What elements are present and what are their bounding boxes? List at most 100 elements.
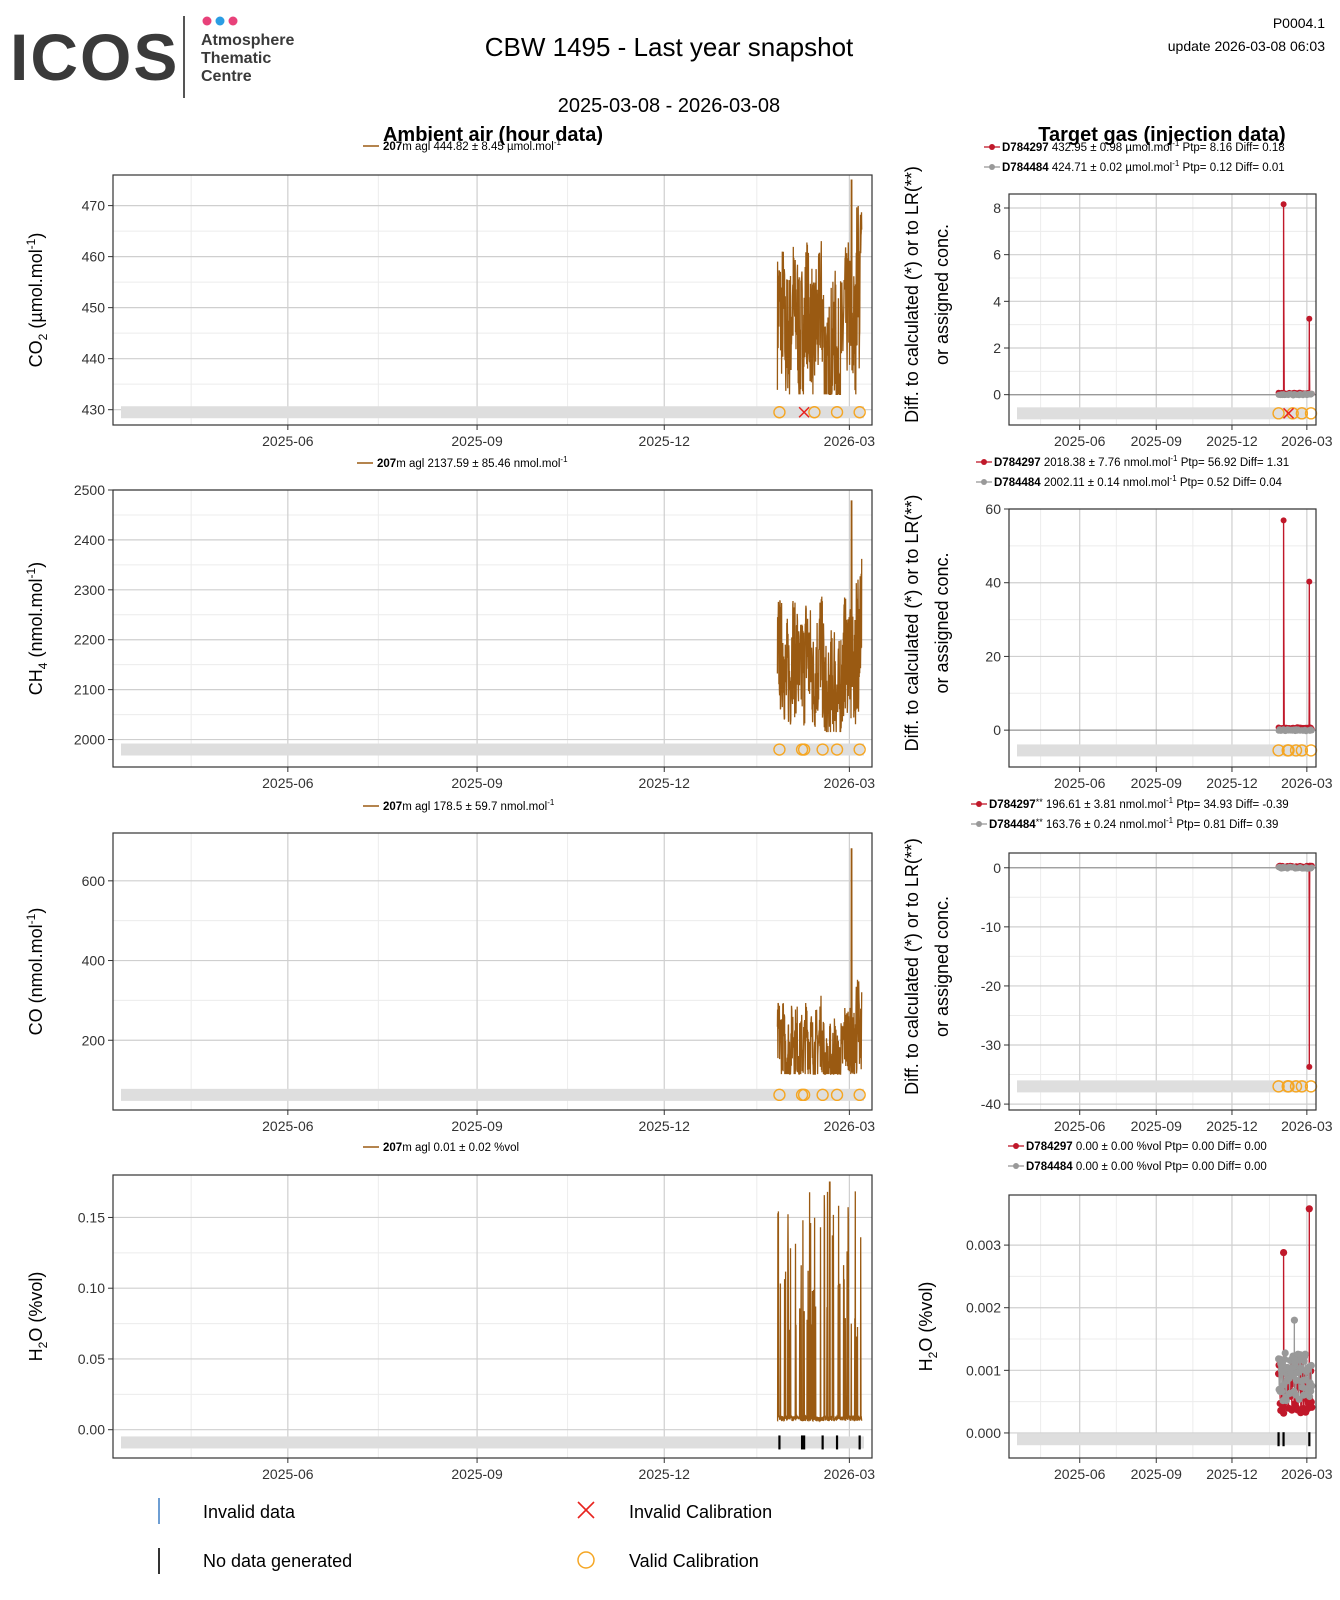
data-point bbox=[1282, 1397, 1290, 1405]
bottom-legend: Invalid data No data generated Invalid C… bbox=[158, 1498, 772, 1574]
left-column-title: Ambient air (hour data) bbox=[383, 124, 603, 146]
y-tick-label: 0 bbox=[993, 860, 1001, 876]
valid-calibration-marker bbox=[797, 1088, 811, 1102]
legend-point-swatch bbox=[989, 164, 995, 170]
quality-band bbox=[1017, 407, 1308, 420]
y-tick-label: 6 bbox=[993, 247, 1001, 263]
data-point bbox=[1297, 1364, 1305, 1372]
valid-calibration-marker bbox=[1272, 407, 1285, 420]
legend-invalid-cal: Invalid Calibration bbox=[629, 1502, 772, 1522]
legend-point-swatch bbox=[976, 821, 982, 827]
report-code: P0004.1 bbox=[1273, 15, 1325, 31]
data-point bbox=[1280, 201, 1287, 208]
y-tick-label: 200 bbox=[82, 1032, 106, 1048]
y-axis-label: Diff. to calculated (*) or to LR(**) bbox=[902, 495, 922, 752]
page-title: CBW 1495 - Last year snapshot bbox=[485, 32, 854, 62]
y-tick-label: -10 bbox=[981, 919, 1001, 935]
data-point bbox=[1305, 1205, 1313, 1213]
y-tick-label: -40 bbox=[981, 1096, 1001, 1112]
target-series-d784484 bbox=[1275, 863, 1315, 872]
target-legend-label: D784297 2018.38 ± 7.76 nmol.mol-1 Ptp= 5… bbox=[994, 454, 1289, 469]
x-tick-label: 2025-09 bbox=[1131, 433, 1183, 449]
plot-frame bbox=[112, 174, 873, 426]
data-point bbox=[1301, 1350, 1309, 1358]
right-column-title: Target gas (injection data) bbox=[1038, 124, 1285, 146]
target-series-d784484 bbox=[1275, 726, 1315, 735]
y-tick-label: 2000 bbox=[74, 732, 105, 748]
chart-panels: 2025-06 2025-09 2025-12 2026-03430440450460… bbox=[24, 138, 1333, 1482]
valid-calibration-marker bbox=[830, 406, 844, 419]
target-legend-label: D784484 424.71 ± 0.02 µmol.mol-1 Ptp= 0.… bbox=[1002, 159, 1285, 174]
y-tick-label: 40 bbox=[985, 575, 1001, 591]
valid-calibration-marker bbox=[1295, 407, 1309, 420]
y-tick-label: 2 bbox=[993, 340, 1001, 356]
data-point bbox=[1307, 1398, 1315, 1406]
y-tick-label: 440 bbox=[82, 351, 106, 367]
y-tick-label: 0 bbox=[993, 387, 1001, 403]
plot-background bbox=[113, 490, 872, 767]
target-legend-label: D784297 0.00 ± 0.00 %vol Ptp= 0.00 Diff=… bbox=[1026, 1141, 1267, 1153]
x-tick-label: 2025-12 bbox=[1206, 775, 1258, 791]
valid-cal-symbol bbox=[577, 1551, 595, 1569]
plot-frame bbox=[112, 1174, 873, 1459]
valid-calibration-marker bbox=[853, 743, 866, 756]
invalid-calibration-marker bbox=[798, 406, 810, 418]
x-tick-label: 2025-06 bbox=[1054, 1118, 1106, 1134]
quality-band bbox=[121, 1436, 864, 1449]
y-tick-label: 4 bbox=[993, 293, 1001, 309]
valid-calibration-marker bbox=[816, 743, 829, 756]
x-tick-label: 2025-06 bbox=[1054, 1466, 1106, 1482]
x-tick-label: 2025-06 bbox=[262, 1118, 314, 1134]
valid-calibration-marker bbox=[1286, 407, 1299, 420]
legend-point-swatch bbox=[989, 144, 995, 150]
logo-dot-1 bbox=[202, 16, 212, 26]
data-point bbox=[1281, 1349, 1289, 1357]
x-tick-label: 2025-12 bbox=[1206, 1466, 1258, 1482]
x-tick-label: 2025-12 bbox=[639, 1118, 691, 1134]
legend-invalid-data: Invalid data bbox=[203, 1502, 296, 1522]
y-tick-label: 0.000 bbox=[966, 1425, 1001, 1441]
x-tick-label: 2025-06 bbox=[1054, 433, 1106, 449]
quality-band bbox=[1017, 744, 1308, 757]
plot-frame bbox=[1008, 508, 1317, 768]
data-point bbox=[1281, 1355, 1289, 1363]
logo-sub-1: Atmosphere bbox=[201, 32, 294, 49]
y-axis-label: CH4 (nmol.mol-1) bbox=[24, 562, 50, 695]
x-tick-label: 2025-12 bbox=[639, 775, 691, 791]
series-legend-label: 207m agl 178.5 ± 59.7 nmol.mol-1 bbox=[383, 798, 555, 813]
x-tick-label: 2025-12 bbox=[639, 433, 691, 449]
target-legend-label: D784484 0.00 ± 0.00 %vol Ptp= 0.00 Diff=… bbox=[1026, 1161, 1267, 1173]
y-axis-label: Diff. to calculated (*) or to LR(**) bbox=[902, 166, 922, 423]
invalid-calibration-marker bbox=[1283, 407, 1295, 419]
valid-calibration-marker bbox=[830, 743, 844, 756]
ambient-series-line bbox=[776, 848, 863, 1076]
data-point bbox=[1290, 1316, 1298, 1324]
x-tick-label: 2025-09 bbox=[451, 1118, 503, 1134]
y-tick-label: 2200 bbox=[74, 632, 105, 648]
ambient-co-chart: 2025-06 2025-09 2025-12 2026-03 200 400 600 207… bbox=[24, 798, 875, 1134]
y-axis-label: Diff. to calculated (*) or to LR(**) bbox=[902, 838, 922, 1095]
data-point bbox=[1280, 1249, 1288, 1257]
y-tick-label: -30 bbox=[981, 1037, 1001, 1053]
target-legend-label: D784484** 163.76 ± 0.24 nmol.mol-1 Ptp= … bbox=[989, 816, 1278, 831]
x-tick-label: 2025-06 bbox=[262, 775, 314, 791]
valid-calibration-marker bbox=[1272, 1080, 1285, 1093]
x-tick-label: 2026-03 bbox=[824, 433, 876, 449]
y-tick-label: 0.003 bbox=[966, 1237, 1001, 1253]
legend-point-swatch bbox=[976, 801, 982, 807]
logo-sub-3: Centre bbox=[201, 68, 252, 85]
target-h2o-chart: 2025-06 2025-09 2025-12 2026-03 0.000 0.001 0.… bbox=[916, 1141, 1333, 1482]
legend-point-swatch bbox=[981, 459, 987, 465]
y-tick-label: 430 bbox=[82, 402, 106, 418]
data-point bbox=[1308, 390, 1315, 397]
logo-sub-2: Thematic bbox=[201, 50, 271, 67]
x-tick-label: 2025-09 bbox=[1131, 775, 1183, 791]
valid-calibration-marker bbox=[1282, 1080, 1295, 1093]
data-point bbox=[1306, 578, 1313, 585]
plot-background bbox=[1009, 194, 1316, 425]
valid-calibration-marker bbox=[1282, 744, 1295, 757]
quality-band bbox=[121, 1088, 864, 1101]
y-tick-label: 2400 bbox=[74, 532, 105, 548]
data-point bbox=[1306, 1392, 1314, 1401]
